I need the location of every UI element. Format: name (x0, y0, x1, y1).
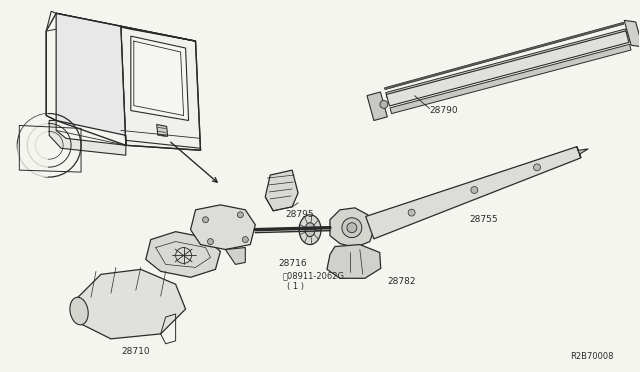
Text: 28782: 28782 (388, 277, 416, 286)
Circle shape (408, 209, 415, 216)
Text: 28790: 28790 (429, 106, 458, 115)
Ellipse shape (299, 215, 321, 244)
Ellipse shape (70, 297, 88, 325)
Polygon shape (387, 31, 629, 106)
Polygon shape (49, 121, 126, 155)
Circle shape (380, 100, 388, 108)
Text: 28716: 28716 (279, 259, 307, 269)
Text: 28795: 28795 (286, 210, 314, 219)
Circle shape (202, 217, 209, 223)
Polygon shape (265, 170, 298, 211)
Text: 28710: 28710 (122, 347, 150, 356)
Polygon shape (225, 247, 245, 264)
Polygon shape (390, 44, 631, 113)
Polygon shape (330, 208, 375, 247)
Text: R2B70008: R2B70008 (570, 352, 614, 361)
Polygon shape (146, 232, 220, 277)
Polygon shape (56, 13, 126, 145)
Polygon shape (386, 29, 627, 98)
Polygon shape (191, 205, 255, 250)
Polygon shape (76, 269, 186, 339)
Text: Ⓝ08911-2062G: Ⓝ08911-2062G (282, 271, 344, 280)
Ellipse shape (305, 223, 315, 237)
Polygon shape (577, 147, 588, 158)
Polygon shape (131, 36, 189, 121)
Circle shape (534, 164, 541, 171)
Circle shape (243, 237, 248, 243)
Circle shape (471, 186, 478, 193)
Polygon shape (365, 147, 581, 239)
Polygon shape (56, 13, 196, 41)
Text: ( 1 ): ( 1 ) (287, 282, 303, 291)
Polygon shape (157, 125, 168, 137)
Polygon shape (367, 92, 387, 121)
Circle shape (237, 212, 243, 218)
Circle shape (207, 238, 214, 244)
Polygon shape (624, 20, 640, 47)
Polygon shape (385, 22, 624, 90)
Circle shape (342, 218, 362, 238)
Circle shape (347, 223, 357, 232)
Text: 28755: 28755 (469, 215, 498, 224)
Polygon shape (121, 26, 200, 150)
Polygon shape (327, 244, 381, 278)
